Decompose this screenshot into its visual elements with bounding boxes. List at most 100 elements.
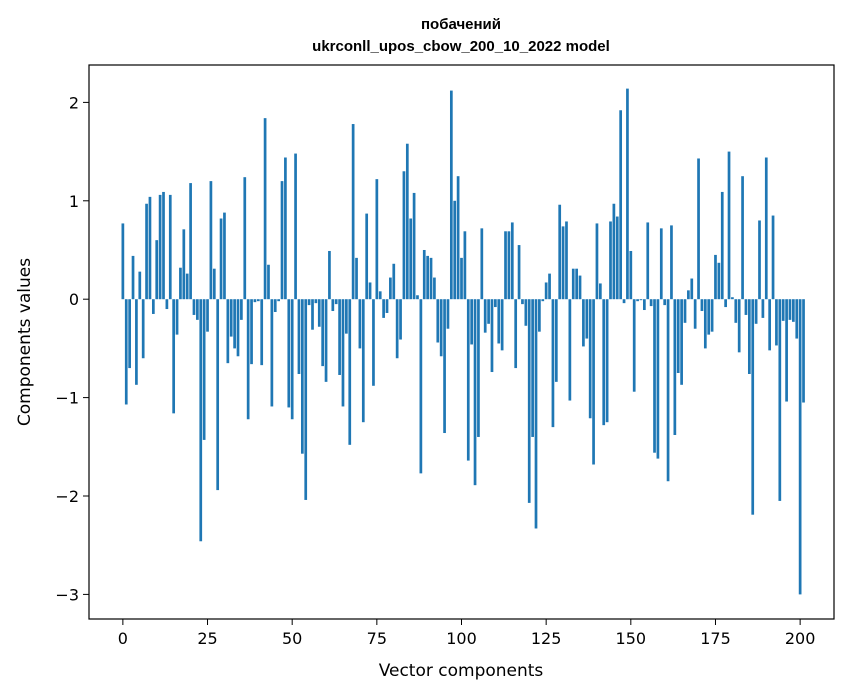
bar [629, 250, 633, 300]
bar [223, 212, 226, 300]
bar [168, 194, 172, 300]
bar [578, 275, 582, 300]
bar [524, 299, 528, 326]
bar [270, 299, 274, 407]
chart-subtitle: ukrconll_upos_cbow_200_10_2022 model [312, 38, 610, 55]
bar [653, 299, 656, 453]
bar [612, 203, 616, 300]
bar [595, 223, 599, 300]
bar [378, 291, 382, 300]
bar [771, 215, 775, 300]
bar [585, 299, 589, 339]
y-tick-label: 0 [69, 290, 79, 309]
bar [775, 299, 778, 346]
bar [199, 299, 203, 542]
bar [399, 299, 402, 340]
bar [382, 299, 385, 318]
bar [463, 231, 467, 300]
x-axis-ticks: 0 25 50 75 100 125 150 175 200 [118, 619, 815, 648]
bar [402, 171, 406, 300]
bar [693, 299, 697, 329]
bar [544, 282, 548, 300]
bar [531, 299, 534, 437]
bar [673, 299, 677, 435]
bar [778, 299, 782, 501]
bar [717, 262, 721, 300]
bar [690, 278, 694, 300]
bar [256, 299, 260, 302]
bar [534, 299, 538, 529]
x-tick-label: 125 [531, 629, 562, 648]
bar [131, 255, 135, 300]
bar [737, 299, 741, 353]
bar [494, 299, 497, 308]
bar [219, 218, 223, 300]
bar [687, 290, 690, 300]
bar [368, 282, 372, 300]
bar [483, 299, 487, 333]
bar [385, 299, 389, 313]
bar [138, 271, 142, 300]
bar [626, 88, 629, 300]
x-tick-label: 75 [367, 629, 387, 648]
bar [768, 299, 772, 351]
bar [151, 299, 155, 314]
bar [273, 299, 277, 312]
bar [639, 299, 643, 301]
bar [304, 299, 308, 500]
bar [141, 299, 145, 359]
bar [409, 218, 413, 300]
bar [317, 299, 321, 327]
bar [443, 299, 446, 434]
y-axis-label: Components values [15, 258, 35, 426]
bar [632, 299, 636, 392]
bar [212, 268, 216, 300]
x-tick-label: 50 [282, 629, 302, 648]
bar [480, 228, 484, 300]
bar [287, 299, 291, 408]
bar [565, 221, 568, 300]
bar [124, 299, 128, 405]
x-axis-label: Vector components [379, 661, 544, 681]
bar [426, 255, 429, 300]
bar [558, 204, 562, 300]
bar [128, 299, 131, 369]
bar [229, 299, 233, 337]
bar [412, 192, 416, 300]
bar [422, 249, 426, 300]
bar [250, 299, 253, 365]
bar [290, 299, 294, 420]
bar [477, 299, 480, 437]
bar [785, 299, 788, 402]
bar [314, 299, 318, 304]
bar [656, 299, 660, 459]
bar [158, 194, 162, 300]
bar [521, 299, 524, 305]
bar [487, 299, 490, 324]
bar [592, 299, 595, 465]
bar [202, 299, 206, 440]
bar [395, 299, 399, 359]
bar [714, 254, 717, 300]
x-tick-label: 150 [616, 629, 647, 648]
bar [663, 299, 667, 306]
bar [490, 299, 494, 373]
bar [233, 299, 236, 349]
bar [307, 299, 311, 306]
bar [263, 118, 267, 300]
bar [781, 299, 785, 321]
bar [622, 299, 626, 304]
bar [351, 124, 355, 300]
plot-frame [88, 64, 835, 620]
bar [504, 231, 507, 300]
bar [744, 299, 748, 315]
bar [361, 299, 365, 423]
x-tick-label: 0 [118, 629, 128, 648]
bar [321, 299, 325, 367]
bar [527, 299, 531, 503]
y-axis-ticks: −3 −2 −1 0 1 2 [55, 93, 89, 604]
bar [609, 221, 612, 300]
bar [795, 299, 799, 339]
bar [761, 299, 765, 318]
